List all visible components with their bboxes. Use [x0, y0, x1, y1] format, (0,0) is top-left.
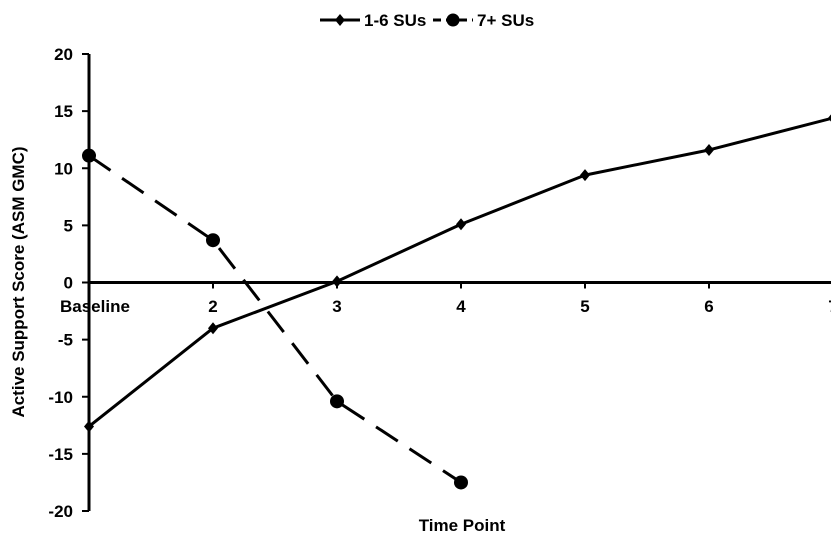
data-point-diamond — [84, 420, 94, 433]
legend-label-7plus-sus: 7+ SUs — [477, 11, 534, 30]
series-layer — [82, 114, 831, 490]
x-tick-label: 7 — [828, 297, 831, 316]
legend-label-1-6-sus: 1-6 SUs — [364, 11, 426, 30]
x-tick-label: Baseline — [60, 297, 130, 316]
y-axis-title: Active Support Score (ASM GMC) — [9, 146, 28, 417]
y-tick-label: -20 — [48, 502, 73, 521]
data-point-diamond — [332, 275, 342, 288]
x-tick-label: 5 — [580, 297, 589, 316]
data-point-diamond — [704, 143, 714, 156]
data-point-circle — [82, 148, 96, 163]
series-line-0 — [88, 116, 831, 428]
y-tick-label: 0 — [64, 274, 73, 293]
y-tick-label: -5 — [58, 331, 73, 350]
data-point-diamond — [828, 114, 831, 122]
y-tick-label: -15 — [48, 445, 73, 464]
x-axis: Baseline 2 3 4 5 6 7 — [60, 281, 831, 316]
y-tick-label: 15 — [54, 102, 73, 121]
x-tick-label: 2 — [208, 297, 217, 316]
x-tick-label: 4 — [456, 297, 466, 316]
data-point-diamond — [580, 169, 590, 182]
series-line-1 — [88, 154, 462, 484]
data-point-circle — [454, 475, 468, 490]
y-tick-label: -10 — [48, 388, 73, 407]
y-tick-label: 20 — [54, 45, 73, 64]
legend-diamond-marker — [335, 14, 345, 26]
y-axis: 20 15 10 5 0 -5 -10 -15 -20 — [48, 45, 91, 521]
data-point-circle — [206, 233, 220, 248]
legend: 1-6 SUs 7+ SUs — [320, 11, 534, 30]
legend-circle-marker — [446, 13, 460, 27]
data-point-diamond — [208, 322, 218, 335]
y-tick-label: 5 — [64, 216, 73, 235]
data-point-diamond — [456, 218, 466, 231]
x-axis-title: Time Point — [419, 516, 506, 535]
data-point-circle — [330, 394, 344, 409]
y-tick-label: 10 — [54, 159, 73, 178]
x-tick-label: 3 — [332, 297, 341, 316]
x-tick-label: 6 — [704, 297, 713, 316]
